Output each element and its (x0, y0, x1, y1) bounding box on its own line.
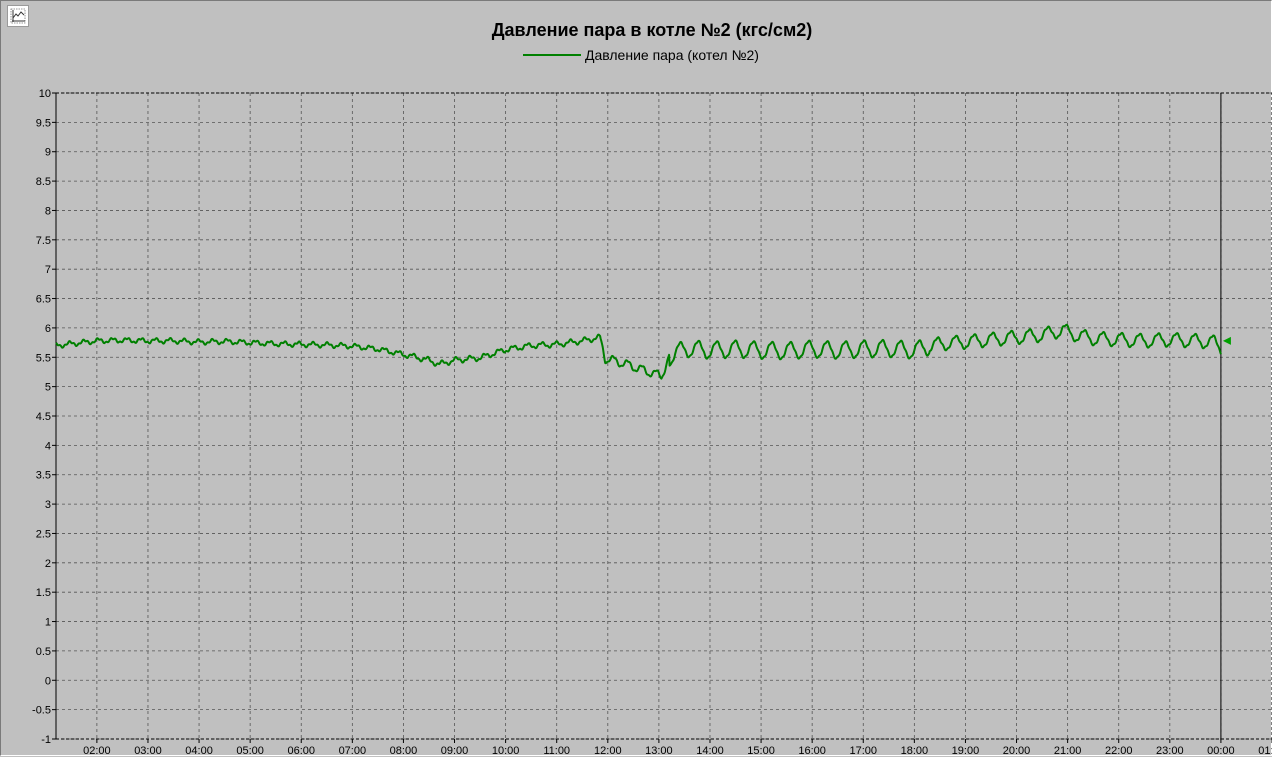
x-tick-label: 04:00 (185, 745, 213, 757)
x-tick-label: 22:00 (1105, 745, 1133, 757)
y-axis: -1 -0.5 0 0.5 1 1.5 2 2.5 3 3.5 4 4.5 5 5.5 6 6.5 7 7.5 8 8… (32, 88, 57, 746)
y-tick-label: 0 (45, 675, 51, 687)
y-tick-label: 7.5 (36, 235, 51, 247)
x-tick-label: 19:00 (952, 745, 980, 757)
y-tick-label: 0.5 (36, 646, 51, 658)
y-tick-label: 2.5 (36, 528, 51, 540)
x-tick-label: 06:00 (287, 745, 315, 757)
y-tick-label: 9.5 (36, 117, 51, 129)
x-tick-label: 18:00 (901, 745, 929, 757)
x-tick-label: 16:00 (798, 745, 826, 757)
y-tick-label: 8 (45, 205, 51, 217)
y-tick-label: 3 (45, 499, 51, 511)
y-tick-label: 1 (45, 617, 51, 629)
y-tick-label: -0.5 (32, 705, 51, 717)
x-tick-label: 07:00 (339, 745, 367, 757)
x-tick-label: 15:00 (747, 745, 775, 757)
grid (56, 92, 1272, 740)
x-tick-label: 14:00 (696, 745, 724, 757)
x-tick-label: 10:00 (492, 745, 520, 757)
x-axis: 02:00 03:00 04:00 05:00 06:00 07:00 08:00 09:00… (83, 739, 1272, 757)
x-tick-label: 01:00 (1258, 745, 1272, 757)
x-tick-label: 20:00 (1003, 745, 1031, 757)
legend: Давление пара (котел №2) (523, 47, 759, 63)
legend-label: Давление пара (котел №2) (585, 47, 759, 63)
y-tick-label: 2 (45, 558, 51, 570)
y-tick-label: 8.5 (36, 176, 51, 188)
y-tick-label: 7 (45, 264, 51, 276)
x-tick-label: 09:00 (441, 745, 469, 757)
current-value-marker (1222, 336, 1231, 345)
y-tick-label: 4.5 (36, 411, 51, 423)
x-tick-label: 13:00 (645, 745, 673, 757)
y-tick-label: -1 (41, 734, 51, 746)
y-tick-label: 5 (45, 382, 51, 394)
x-tick-label: 17:00 (849, 745, 877, 757)
x-tick-label: 23:00 (1156, 745, 1184, 757)
y-tick-label: 6.5 (36, 294, 51, 306)
y-tick-label: 9 (45, 147, 51, 159)
x-tick-label: 08:00 (390, 745, 418, 757)
y-tick-label: 6 (45, 323, 51, 335)
x-tick-label: 00:00 (1207, 745, 1235, 757)
chart-properties-icon[interactable] (7, 5, 29, 27)
y-tick-label: 4 (45, 440, 51, 452)
x-tick-label: 11:00 (543, 745, 570, 757)
y-tick-label: 1.5 (36, 587, 51, 599)
x-tick-label: 02:00 (83, 745, 111, 757)
chart-title: Давление пара в котле №2 (кгс/см2) (492, 20, 813, 40)
x-tick-label: 21:00 (1054, 745, 1082, 757)
y-tick-label: 5.5 (36, 352, 51, 364)
x-tick-label: 03:00 (134, 745, 162, 757)
series-line (55, 323, 1222, 380)
y-tick-label: 3.5 (36, 470, 51, 482)
x-tick-label: 12:00 (594, 745, 622, 757)
x-tick-label: 05:00 (236, 745, 264, 757)
y-tick-label: 10 (39, 88, 51, 100)
